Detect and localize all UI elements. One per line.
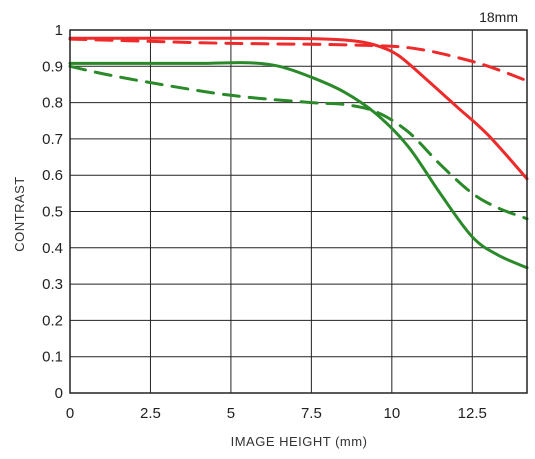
x-tick-label: 0 bbox=[66, 405, 74, 422]
y-tick-label: 0.3 bbox=[42, 276, 63, 293]
y-tick-label: 0.2 bbox=[42, 312, 63, 329]
y-tick-labels: 0 0.1 0.2 0.3 0.4 0.5 0.6 0.7 0.8 0.9 1 bbox=[42, 22, 63, 402]
series-line-2-dashed bbox=[68, 37, 529, 83]
x-tick-label: 10 bbox=[383, 405, 400, 422]
series-line-4-dashed bbox=[68, 64, 529, 221]
series-line-1-solid bbox=[68, 36, 529, 181]
series-lines bbox=[68, 36, 529, 270]
x-tick-label: 5 bbox=[227, 405, 235, 422]
y-tick-label: 0.1 bbox=[42, 349, 63, 366]
grid bbox=[69, 29, 527, 394]
x-tick-label: 2.5 bbox=[140, 405, 161, 422]
plot-frame bbox=[69, 29, 528, 394]
y-tick-label: 0.6 bbox=[42, 167, 63, 184]
y-tick-label: 0.7 bbox=[42, 131, 63, 148]
y-tick-label: 0.5 bbox=[42, 204, 63, 221]
y-tick-label: 0.4 bbox=[42, 240, 63, 257]
y-tick-label: 0.8 bbox=[42, 95, 63, 112]
chart-subtitle: 18mm bbox=[479, 9, 518, 25]
y-axis-label: CONTRAST bbox=[12, 176, 27, 252]
x-tick-label: 12.5 bbox=[458, 405, 487, 422]
y-tick-label: 0 bbox=[55, 385, 63, 402]
y-tick-label: 0.9 bbox=[42, 58, 63, 75]
x-tick-label: 7.5 bbox=[301, 405, 322, 422]
x-tick-labels: 0 2.5 5 7.5 10 12.5 bbox=[66, 405, 487, 422]
y-tick-label: 1 bbox=[55, 22, 63, 39]
x-axis-label: IMAGE HEIGHT (mm) bbox=[231, 434, 368, 449]
series-line-3-solid bbox=[68, 61, 529, 270]
